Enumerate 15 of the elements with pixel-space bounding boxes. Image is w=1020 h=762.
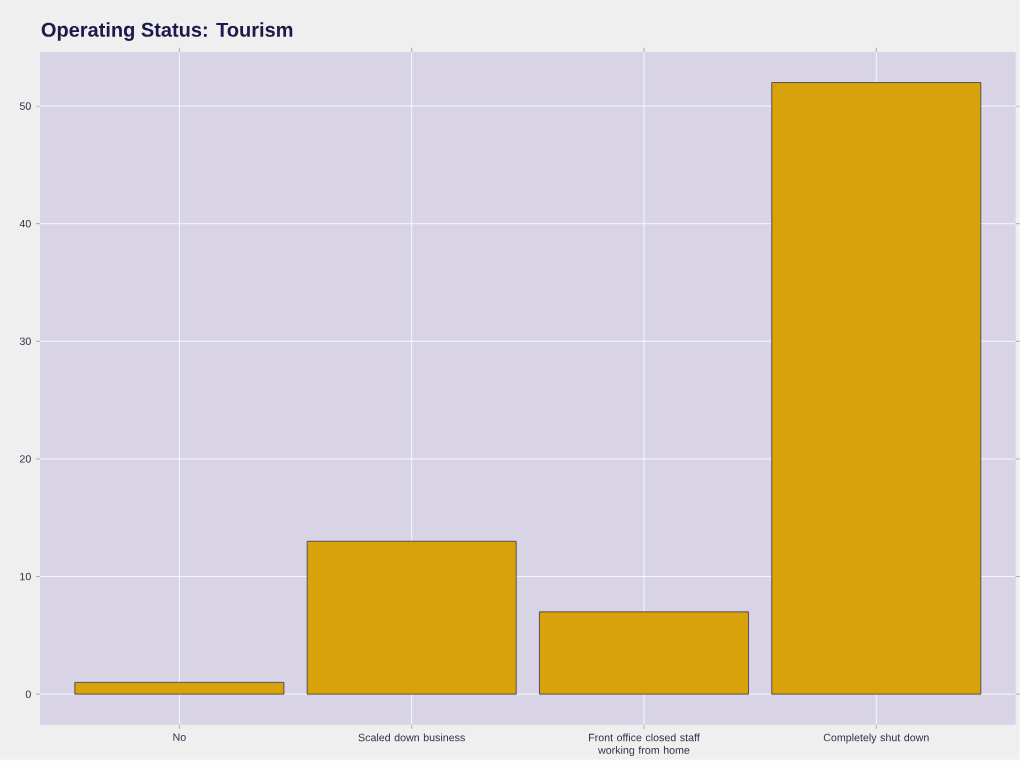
y-tick-label: 40 [19, 220, 31, 228]
chart-title: Operating Status: Tourism [41, 22, 293, 42]
bar [771, 82, 982, 695]
x-tick-label: No [173, 733, 186, 742]
y-tick-label: 50 [19, 102, 31, 110]
y-tick-label: 20 [19, 455, 31, 463]
bar [74, 682, 285, 695]
x-tick-label: Scaled down business [358, 733, 465, 742]
x-tick-label: Front office closed staff working from home [589, 733, 700, 757]
bar [539, 611, 749, 695]
x-tick-label: Completely shut down [823, 733, 929, 744]
y-tick-label: 0 [25, 690, 31, 699]
y-tick-label: 10 [20, 572, 31, 581]
bar [306, 541, 517, 695]
y-tick-label: 30 [19, 337, 31, 346]
